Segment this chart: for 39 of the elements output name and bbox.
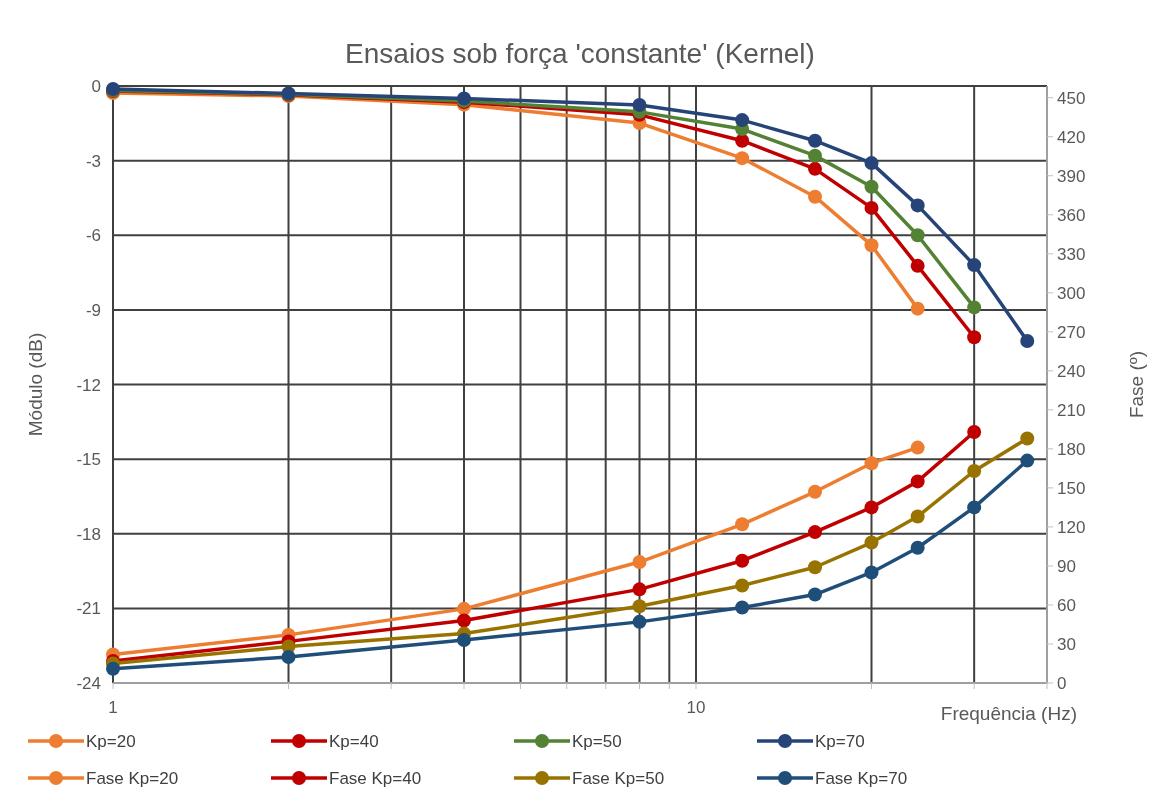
y2-tick-label: 180	[1057, 439, 1086, 459]
y2-tick-label: 240	[1057, 361, 1086, 381]
legend-label: Kp=50	[572, 732, 622, 751]
legend-label: Kp=70	[815, 732, 865, 751]
y-tick-label: -9	[85, 300, 101, 320]
y-tick-label: 0	[91, 77, 101, 96]
y-tick-label: -6	[85, 226, 101, 246]
y2-tick-label: 150	[1057, 478, 1086, 498]
y-tick-label: -18	[76, 524, 101, 544]
y2-tick-label: 120	[1057, 517, 1086, 537]
y-tick-label: -12	[76, 375, 101, 395]
y2-tick-label: 300	[1057, 283, 1086, 303]
legend-label: Fase Kp=20	[86, 769, 179, 788]
chart-title: Ensaios sob força 'constante' (Kernel)	[345, 38, 815, 69]
legend-label: Kp=20	[86, 732, 136, 751]
y2-tick-label: 330	[1057, 244, 1086, 264]
y-tick-label: -21	[76, 599, 101, 619]
x-axis-title: Frequência (Hz)	[940, 703, 1077, 724]
legend-label: Kp=40	[329, 732, 379, 751]
y2-tick-label: 30	[1057, 634, 1076, 654]
legend-label: Fase Kp=50	[572, 769, 665, 788]
y-tick-label: -15	[76, 450, 101, 470]
y2-tick-label: 390	[1057, 166, 1086, 186]
legend-label: Fase Kp=40	[329, 769, 422, 788]
y2-tick-label: 360	[1057, 205, 1086, 225]
y2-tick-label: 270	[1057, 322, 1086, 342]
y2-tick-label: 90	[1057, 556, 1076, 576]
y2-tick-label: 420	[1057, 127, 1086, 147]
y2-tick-label: 60	[1057, 595, 1076, 615]
y-axis-title: Módulo (dB)	[25, 332, 46, 437]
y2-axis-title: Fase (º)	[1126, 350, 1147, 419]
x-tick-label: 1	[108, 698, 118, 717]
y2-tick-label: 450	[1057, 88, 1086, 108]
y2-tick-label: 0	[1057, 674, 1067, 693]
y-tick-label: -3	[85, 151, 101, 171]
y-tick-label: -24	[76, 674, 101, 693]
x-tick-label: 10	[686, 698, 706, 717]
legend-label: Fase Kp=70	[815, 769, 908, 788]
y2-tick-label: 210	[1057, 400, 1086, 420]
